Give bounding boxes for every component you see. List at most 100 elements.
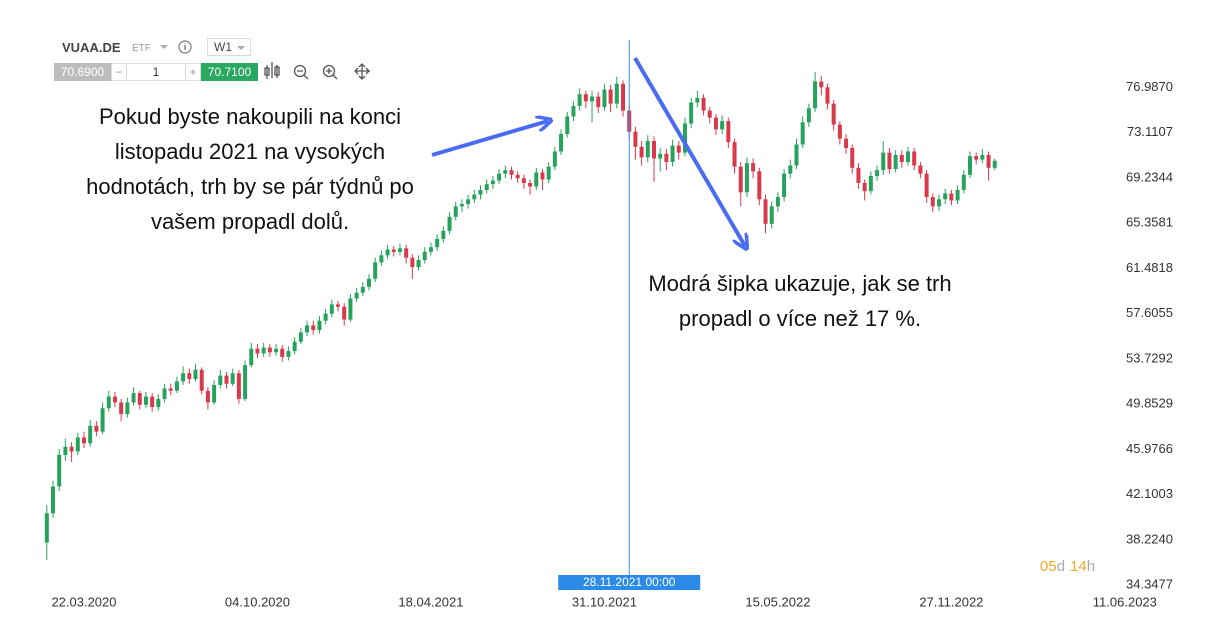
candle-body bbox=[397, 248, 402, 252]
candle-body bbox=[181, 373, 186, 382]
candle-body bbox=[119, 402, 124, 415]
annotation-text: hodnotách, trh by se pár týdnů po bbox=[86, 174, 414, 199]
candle-body bbox=[230, 373, 235, 384]
candle-body bbox=[893, 154, 898, 169]
candle-body bbox=[837, 124, 842, 139]
candle-body bbox=[385, 249, 390, 256]
candle-body bbox=[360, 286, 365, 293]
decrease-button[interactable]: − bbox=[111, 63, 127, 81]
candle-body bbox=[503, 170, 508, 174]
candle-body bbox=[453, 206, 458, 217]
candle-body bbox=[633, 131, 638, 147]
y-tick-label: 69.2344 bbox=[1126, 169, 1173, 184]
annotation-text: listopadu 2021 na vysokých bbox=[115, 139, 385, 164]
bid-button[interactable]: 70.6900 bbox=[54, 63, 111, 81]
candle-body bbox=[497, 173, 502, 181]
candle-body bbox=[949, 193, 954, 201]
y-tick-label: 61.4818 bbox=[1126, 260, 1173, 275]
candle-body bbox=[682, 123, 687, 153]
candle-body bbox=[831, 103, 836, 125]
candle-body bbox=[354, 292, 359, 299]
candle-body bbox=[621, 83, 626, 111]
candle-body bbox=[850, 147, 855, 168]
candle-body bbox=[441, 230, 446, 240]
candle-body bbox=[577, 94, 582, 106]
x-tick-label: 22.03.2020 bbox=[51, 594, 116, 609]
candle-body bbox=[88, 425, 93, 444]
candle-body bbox=[329, 304, 334, 314]
candle-body bbox=[868, 175, 873, 192]
candle-body bbox=[515, 174, 520, 179]
ask-button[interactable]: 70.7100 bbox=[201, 63, 258, 81]
candle-body bbox=[936, 199, 941, 207]
annotation-text: Pokud byste nakoupili na konci bbox=[99, 104, 401, 129]
candle-body bbox=[212, 384, 217, 403]
candle-body bbox=[143, 396, 148, 405]
annotation-text: propadl o více než 17 %. bbox=[679, 306, 921, 331]
y-tick-label: 42.1003 bbox=[1126, 486, 1173, 501]
info-icon[interactable] bbox=[178, 40, 192, 54]
candle-body bbox=[472, 194, 477, 200]
x-tick-label: 15.05.2022 bbox=[745, 594, 810, 609]
candle-body bbox=[249, 348, 254, 366]
y-tick-label: 57.6055 bbox=[1126, 305, 1173, 320]
toolbar-icons[interactable] bbox=[264, 62, 370, 80]
candle-body bbox=[447, 216, 452, 231]
candle-body bbox=[881, 152, 886, 171]
candle-body bbox=[255, 348, 260, 354]
candle-body bbox=[992, 160, 997, 168]
candle-body bbox=[559, 133, 564, 152]
candle-body bbox=[651, 140, 656, 159]
dropdown-caret[interactable] bbox=[237, 46, 245, 50]
candle-body bbox=[348, 298, 353, 320]
candle-body bbox=[751, 163, 756, 172]
candle-body bbox=[943, 193, 948, 200]
candle-body bbox=[800, 122, 805, 145]
candle-body bbox=[416, 260, 421, 268]
candle-body bbox=[521, 178, 526, 183]
candle-body bbox=[794, 144, 799, 166]
candle-body bbox=[373, 262, 378, 279]
candle-body bbox=[298, 332, 303, 342]
quantity-input[interactable]: 1 bbox=[127, 63, 185, 81]
annotation-text: Modrá šipka ukazuje, jak se trh bbox=[648, 271, 951, 296]
candle-body bbox=[986, 154, 991, 168]
candle-body bbox=[81, 437, 86, 444]
candle-body bbox=[571, 105, 576, 117]
candle-body bbox=[738, 166, 743, 193]
candle-body bbox=[528, 182, 533, 187]
interval-select[interactable]: W1 bbox=[207, 38, 251, 56]
candle-body bbox=[782, 173, 787, 197]
candle-body bbox=[286, 351, 291, 357]
candle-body bbox=[174, 381, 179, 391]
y-tick-label: 76.9870 bbox=[1126, 79, 1173, 94]
crosshair-label-box bbox=[558, 575, 701, 590]
candle-body bbox=[788, 165, 793, 174]
candle-body bbox=[906, 151, 911, 162]
candle-body bbox=[732, 142, 737, 167]
candle-body bbox=[676, 145, 681, 153]
dropdown-caret[interactable] bbox=[160, 45, 168, 49]
increase-button[interactable]: + bbox=[185, 63, 201, 81]
symbol: VUAA.DE bbox=[62, 39, 121, 55]
candle-body bbox=[484, 184, 489, 190]
x-tick-label: 18.04.2021 bbox=[398, 594, 463, 609]
candle-body bbox=[806, 108, 811, 123]
candle-body bbox=[819, 81, 824, 88]
candle-body bbox=[701, 97, 706, 111]
candle-body bbox=[689, 102, 694, 124]
candle-body bbox=[490, 180, 495, 185]
x-tick-label: 11.06.2023 bbox=[1093, 594, 1157, 609]
arrow bbox=[431, 121, 548, 157]
candle-body bbox=[608, 89, 613, 104]
candle-body bbox=[862, 182, 867, 192]
candle-body bbox=[168, 388, 173, 391]
candle-body bbox=[57, 454, 62, 487]
candle-body bbox=[918, 165, 923, 174]
candle-body bbox=[162, 388, 167, 399]
candle-body bbox=[236, 373, 241, 399]
candle-body bbox=[602, 89, 607, 108]
candle-body bbox=[205, 390, 210, 403]
